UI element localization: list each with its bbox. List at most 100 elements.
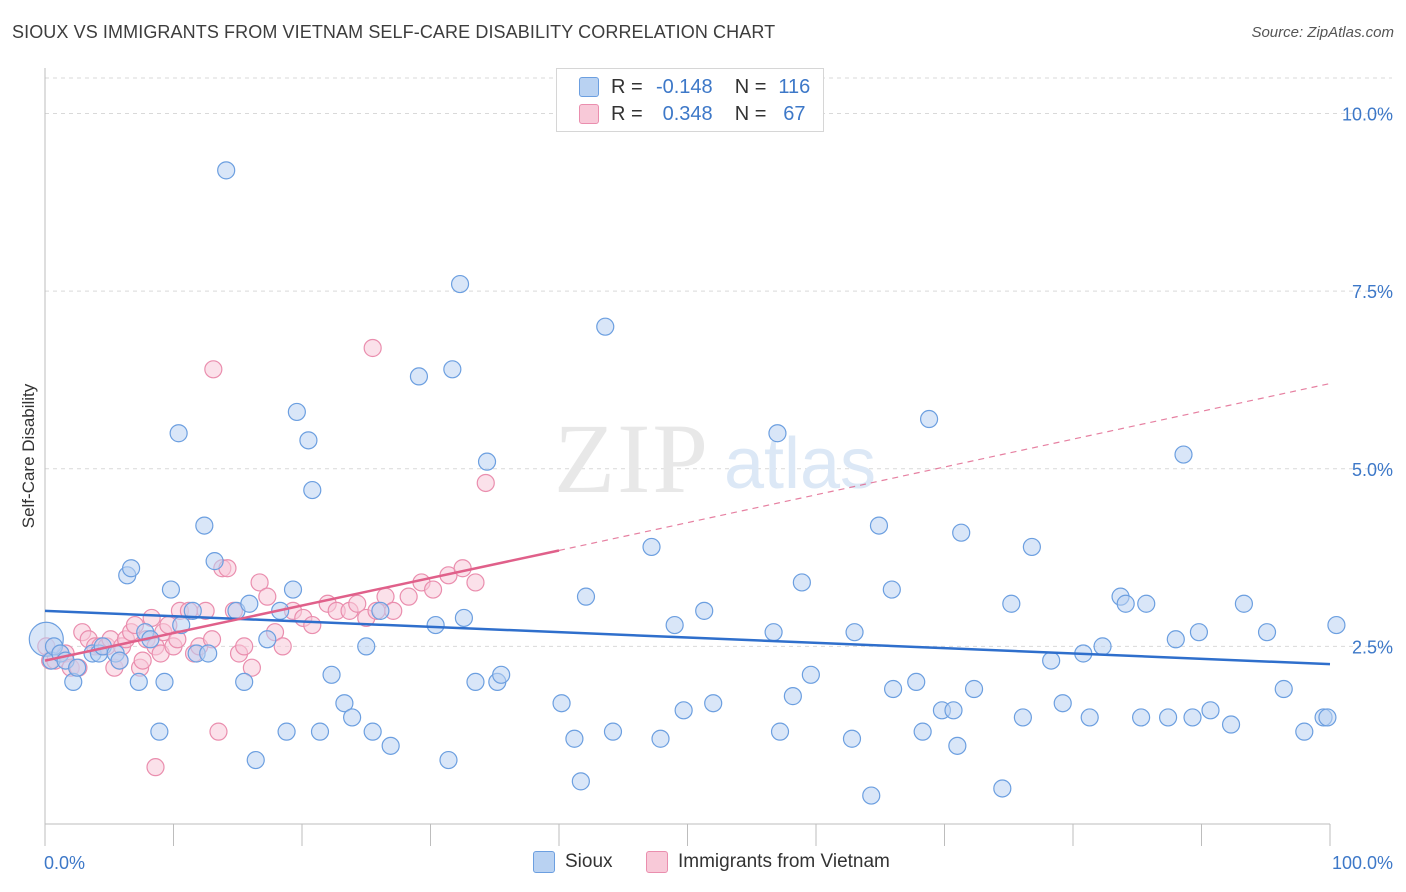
- correlation-legend: R = -0.148 N = 116 R = 0.348 N = 67: [556, 68, 824, 132]
- sioux-point: [1295, 722, 1314, 741]
- sioux-point: [409, 367, 429, 386]
- vietnam-point: [453, 559, 472, 578]
- x-tick-label: 0.0%: [44, 853, 85, 873]
- sioux-legend-swatch: [533, 851, 555, 873]
- sioux-point: [552, 694, 571, 713]
- vietnam-point: [242, 658, 261, 677]
- legend-item-vietnam[interactable]: Immigrants from Vietnam: [646, 851, 890, 873]
- sioux-point: [1174, 445, 1193, 464]
- sioux-point: [169, 424, 188, 443]
- sioux-point: [883, 679, 903, 699]
- y-axis-label: Self-Care Disability: [19, 383, 38, 528]
- sioux-point: [1053, 694, 1072, 713]
- sioux-point: [1189, 623, 1209, 642]
- vietnam-legend-swatch: [646, 851, 668, 873]
- sioux-point: [1318, 708, 1337, 727]
- sioux-point: [161, 580, 181, 599]
- sioux-point: [299, 431, 318, 450]
- sioux-point: [439, 750, 458, 770]
- sioux-point: [322, 665, 341, 684]
- x-tick-label: 100.0%: [1332, 853, 1393, 873]
- sioux-point: [199, 644, 218, 663]
- sioux-point: [1013, 708, 1032, 727]
- sioux-point: [665, 615, 684, 635]
- vietnam-point: [235, 637, 254, 656]
- sioux-point: [764, 623, 783, 642]
- tick-labels: 2.5% 5.0% 7.5% 10.0% 0.0% 100.0%: [44, 105, 1393, 873]
- sioux-point: [1080, 708, 1099, 727]
- sioux-point: [596, 317, 615, 336]
- sioux-point: [466, 672, 485, 692]
- sioux-point: [1022, 537, 1041, 557]
- sioux-point: [1274, 679, 1293, 699]
- r-label: R =: [611, 75, 643, 98]
- vietnam-point: [133, 651, 152, 670]
- sioux-swatch: [579, 77, 599, 97]
- sioux-point: [1201, 701, 1220, 720]
- vietnam-point: [476, 473, 495, 493]
- sioux-point: [576, 587, 596, 606]
- sioux-point: [768, 424, 787, 443]
- sioux-trend-line: [44, 609, 1331, 666]
- sioux-point: [704, 694, 723, 713]
- sioux-point: [287, 402, 306, 422]
- sioux-point: [1132, 708, 1151, 727]
- sioux-point: [426, 615, 445, 635]
- sioux-point: [792, 573, 811, 592]
- sioux-point: [283, 580, 303, 599]
- sioux-point: [454, 608, 474, 628]
- vietnam-point: [466, 573, 485, 592]
- sioux-point: [277, 722, 296, 741]
- sioux-point: [121, 559, 141, 578]
- sioux-point: [1166, 630, 1185, 649]
- y-tick-label: 2.5%: [1352, 637, 1393, 657]
- r-value: 0.348: [662, 102, 713, 125]
- sioux-point: [1257, 623, 1277, 642]
- y-tick-label: 5.0%: [1352, 460, 1393, 480]
- sioux-point: [258, 630, 277, 649]
- sioux-point: [477, 452, 497, 471]
- sioux-point: [948, 736, 967, 755]
- sioux-point: [110, 651, 129, 670]
- sioux-point: [129, 672, 148, 692]
- vietnam-point: [423, 580, 443, 599]
- axes: [44, 68, 1331, 846]
- sioux-point: [993, 779, 1012, 798]
- sioux-point: [1002, 594, 1021, 613]
- sioux-point: [303, 480, 322, 500]
- sioux-point: [674, 701, 693, 720]
- sioux-point: [565, 729, 584, 748]
- sioux-point: [1234, 594, 1254, 613]
- sioux-point: [450, 274, 470, 294]
- vietnam-point: [204, 360, 223, 379]
- r-value: -0.148: [655, 75, 713, 98]
- y-tick-label: 7.5%: [1352, 282, 1393, 302]
- vietnam-point: [348, 594, 367, 613]
- sioux-point: [310, 722, 330, 741]
- sioux-point: [205, 552, 224, 571]
- sioux-point: [944, 701, 963, 720]
- sioux-point: [1183, 708, 1202, 727]
- sioux-point: [845, 623, 864, 642]
- vietnam-point: [399, 587, 418, 606]
- sioux-point: [343, 708, 362, 727]
- sioux-points: [28, 161, 1346, 805]
- chart-title: SIOUX VS IMMIGRANTS FROM VIETNAM SELF-CA…: [12, 22, 776, 42]
- r-label: R =: [611, 102, 643, 125]
- sioux-point: [357, 637, 376, 656]
- watermark-atlas: atlas: [724, 424, 876, 504]
- sioux-point: [1116, 594, 1135, 613]
- vietnam-point: [209, 722, 228, 741]
- source-label: Source: ZipAtlas.com: [1251, 24, 1394, 41]
- sioux-point: [642, 537, 661, 557]
- sioux-point: [651, 729, 670, 748]
- sioux-point: [1221, 715, 1241, 734]
- sioux-point: [869, 516, 889, 535]
- trend-lines: [44, 382, 1331, 666]
- sioux-point: [335, 694, 354, 713]
- sioux-point: [571, 772, 590, 791]
- legend-item-sioux[interactable]: Sioux: [533, 851, 613, 873]
- sioux-point: [195, 516, 214, 535]
- sioux-point: [155, 672, 174, 692]
